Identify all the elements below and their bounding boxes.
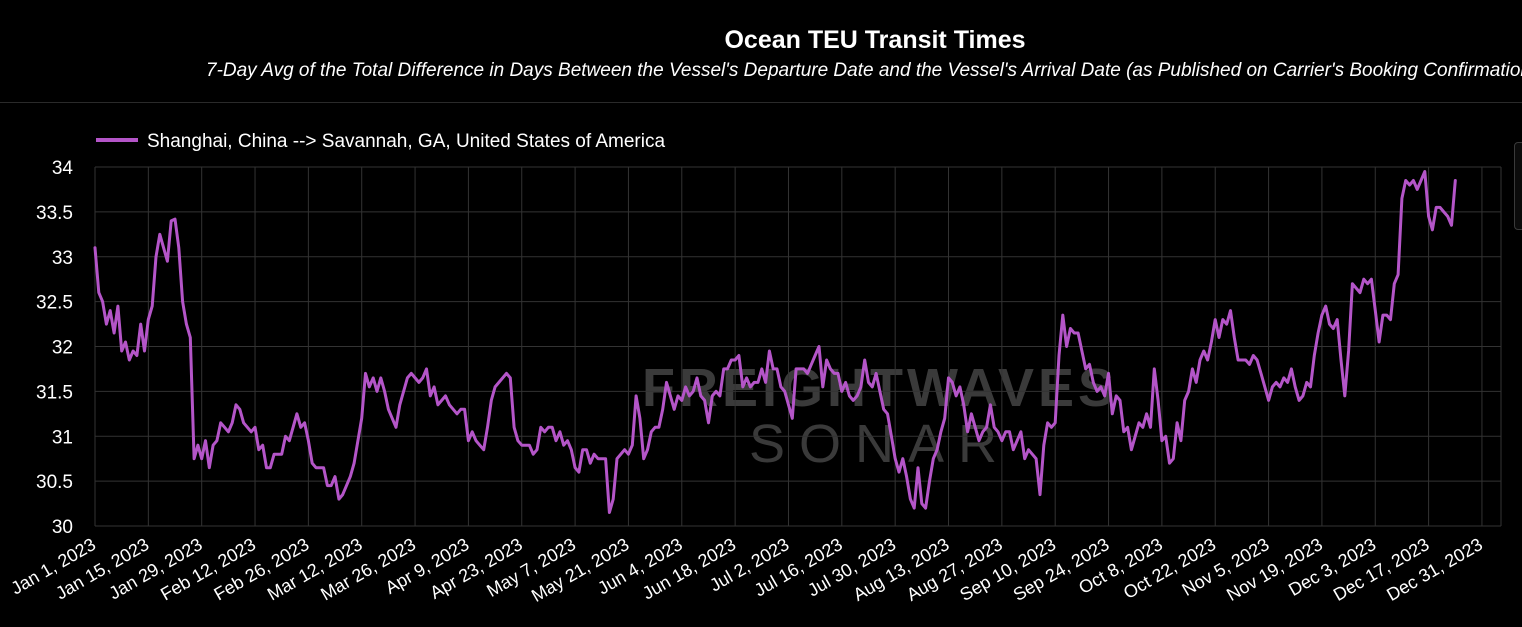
series-line[interactable] xyxy=(93,170,1457,514)
y-tick-label: 32 xyxy=(52,338,73,359)
header-divider xyxy=(0,102,1522,103)
y-tick-label: 33 xyxy=(52,248,73,269)
y-axis: 30 30.5 31 31.5 32 32.5 33 33.5 34 xyxy=(36,158,73,538)
y-tick-label: 30 xyxy=(52,517,73,538)
panel-scroll-handle[interactable] xyxy=(1514,142,1522,230)
chart-title: Ocean TEU Transit Times xyxy=(724,26,1026,54)
y-tick-label: 34 xyxy=(52,158,74,179)
chart-subtitle: 7-Day Avg of the Total Difference in Day… xyxy=(206,60,1522,81)
y-tick-label: 30.5 xyxy=(36,472,73,493)
legend-label[interactable]: Shanghai, China --> Savannah, GA, United… xyxy=(147,131,665,152)
y-tick-label: 33.5 xyxy=(36,203,73,224)
watermark: FREIGHTWAVES SONAR xyxy=(642,358,1114,474)
y-tick-label: 32.5 xyxy=(36,293,73,314)
series-group xyxy=(93,170,1457,514)
legend[interactable]: Shanghai, China --> Savannah, GA, United… xyxy=(96,131,665,152)
grid xyxy=(94,166,1502,527)
y-tick-label: 31.5 xyxy=(36,382,73,403)
watermark-line2: SONAR xyxy=(749,414,1011,474)
y-tick-label: 31 xyxy=(52,427,73,448)
